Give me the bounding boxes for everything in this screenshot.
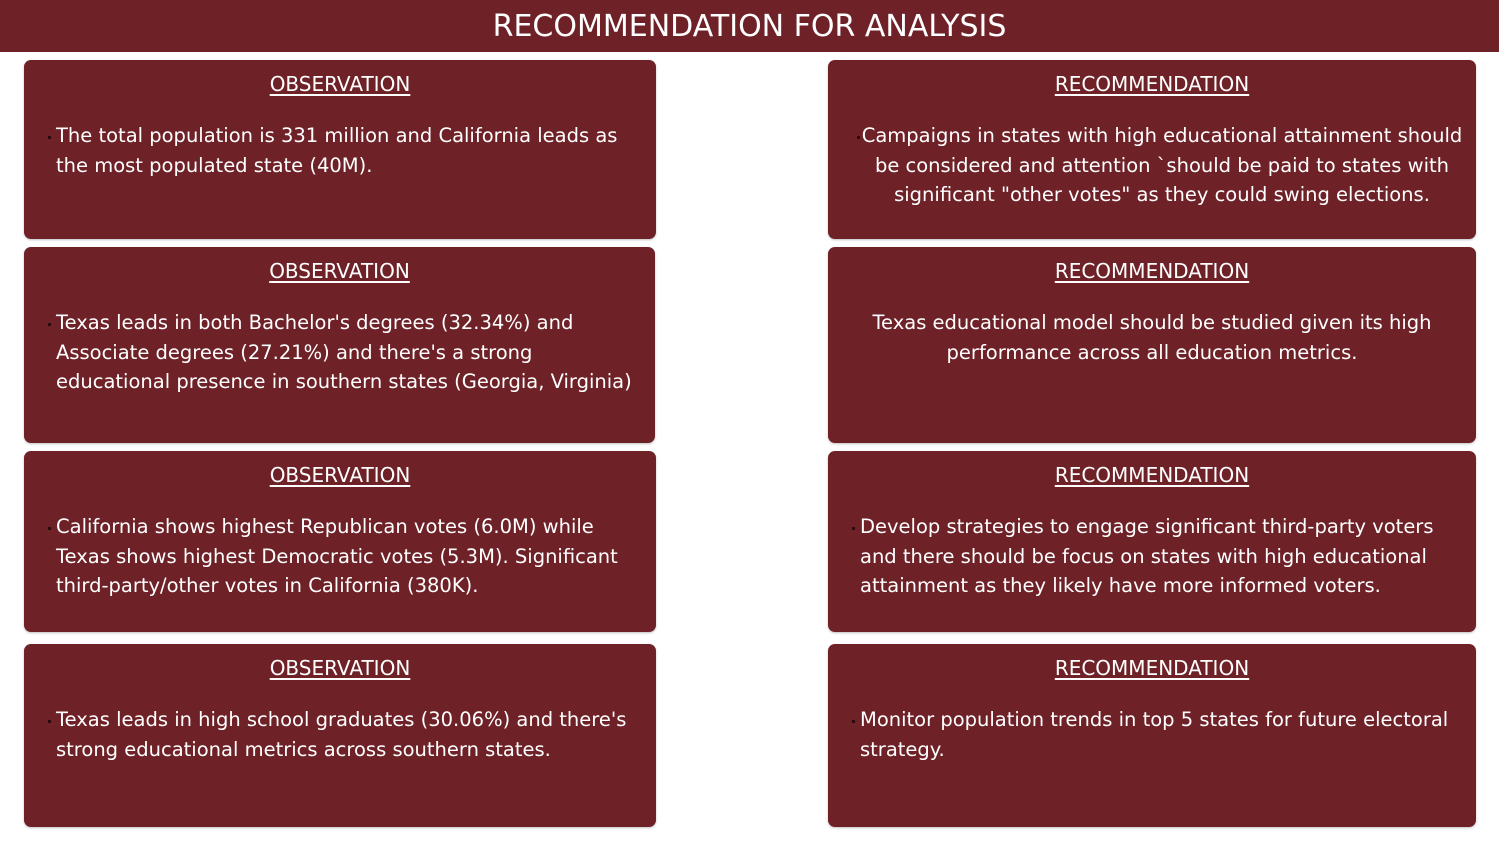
observation-card-2: OBSERVATION Texas leads in both Bachelor… xyxy=(24,247,655,443)
recommendation-text: Monitor population trends in top 5 state… xyxy=(860,708,1449,761)
recommendation-text: Campaigns in states with high educationa… xyxy=(861,124,1463,206)
observation-text: Texas leads in both Bachelor's degrees (… xyxy=(56,311,632,393)
recommendation-heading: RECOMMENDATION xyxy=(1054,72,1250,96)
recommendation-heading: RECOMMENDATION xyxy=(1054,259,1250,283)
observation-text: Texas leads in high school graduates (30… xyxy=(56,708,627,761)
recommendation-card-3: RECOMMENDATION Develop strategies to eng… xyxy=(828,451,1476,632)
observation-heading: OBSERVATION xyxy=(269,259,410,283)
recommendation-card-4: RECOMMENDATION Monitor population trends… xyxy=(828,644,1476,827)
recommendation-heading: RECOMMENDATION xyxy=(1054,656,1250,680)
bullet-icon xyxy=(48,323,51,326)
recommendation-heading: RECOMMENDATION xyxy=(1054,463,1250,487)
page-title-text: RECOMMENDATION FOR ANALYSIS xyxy=(492,8,1007,44)
bullet-icon xyxy=(48,527,51,530)
recommendation-card-1: RECOMMENDATION Campaigns in states with … xyxy=(828,60,1476,239)
bullet-icon xyxy=(48,136,51,139)
recommendation-text: Texas educational model should be studie… xyxy=(872,311,1432,364)
observation-heading: OBSERVATION xyxy=(269,72,411,96)
observation-card-4: OBSERVATION Texas leads in high school g… xyxy=(24,644,656,827)
bullet-icon xyxy=(852,720,855,723)
observation-text: California shows highest Republican vote… xyxy=(56,515,618,597)
bullet-icon xyxy=(48,720,51,723)
bullet-icon xyxy=(852,527,855,530)
observation-card-1: OBSERVATION The total population is 331 … xyxy=(24,60,656,239)
recommendation-card-2: RECOMMENDATION Texas educational model s… xyxy=(828,247,1476,443)
observation-heading: OBSERVATION xyxy=(269,656,411,680)
observation-heading: OBSERVATION xyxy=(269,463,411,487)
observation-card-3: OBSERVATION California shows highest Rep… xyxy=(24,451,656,632)
page-title: RECOMMENDATION FOR ANALYSIS xyxy=(0,0,1499,52)
recommendation-text: Develop strategies to engage significant… xyxy=(860,515,1434,597)
observation-text: The total population is 331 million and … xyxy=(56,124,618,177)
bullet-icon xyxy=(857,136,860,139)
